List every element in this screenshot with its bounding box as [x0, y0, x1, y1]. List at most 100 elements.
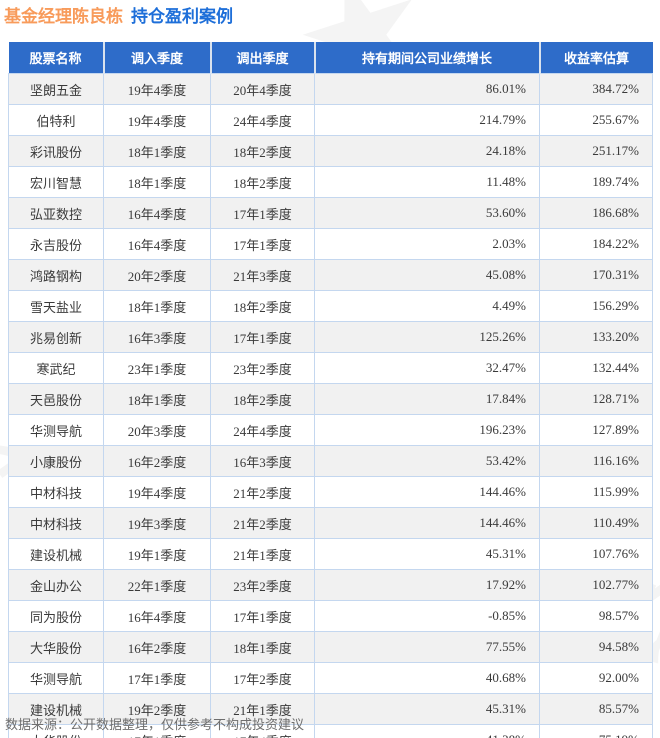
stock-name-cell: 华测导航	[8, 414, 104, 446]
quarter-in-cell: 19年1季度	[103, 538, 211, 570]
return-cell: 102.77%	[539, 569, 653, 601]
growth-cell: 4.49%	[314, 290, 540, 322]
stock-name-cell: 宏川智慧	[8, 166, 104, 198]
stock-name-cell: 中材科技	[8, 476, 104, 508]
data-source-note: 数据来源：公开数据整理，仅供参考不构成投资建议	[5, 717, 305, 732]
growth-cell: 144.46%	[314, 507, 540, 539]
quarter-in-cell: 16年2季度	[103, 631, 211, 663]
quarter-in-cell: 16年3季度	[103, 321, 211, 353]
stock-name-cell: 永吉股份	[8, 228, 104, 260]
quarter-out-cell: 17年2季度	[210, 662, 315, 694]
growth-cell: 45.08%	[314, 259, 540, 291]
return-cell: 132.44%	[539, 352, 653, 384]
return-cell: 384.72%	[539, 73, 653, 105]
quarter-in-cell: 17年1季度	[103, 662, 211, 694]
col-header-growth: 持有期间公司业绩增长	[314, 42, 541, 74]
growth-cell: 41.38%	[314, 724, 540, 738]
stock-name-cell: 雪天盐业	[8, 290, 104, 322]
quarter-out-cell: 17年1季度	[210, 197, 315, 229]
table-row: 建设机械 19年1季度 21年1季度 45.31% 107.76%	[8, 538, 653, 570]
table-row: 同为股份 16年4季度 17年1季度 -0.85% 98.57%	[8, 600, 653, 632]
quarter-out-cell: 21年3季度	[210, 259, 315, 291]
quarter-out-cell: 17年1季度	[210, 228, 315, 260]
quarter-out-cell: 18年2季度	[210, 166, 315, 198]
table-row: 金山办公 22年1季度 23年2季度 17.92% 102.77%	[8, 569, 653, 601]
table-row: 宏川智慧 18年1季度 18年2季度 11.48% 189.74%	[8, 166, 653, 198]
return-cell: 186.68%	[539, 197, 653, 229]
holdings-profit-table: 股票名称 调入季度 调出季度 持有期间公司业绩增长 收益率估算 坚朗五金 19年4…	[8, 42, 653, 738]
return-cell: 107.76%	[539, 538, 653, 570]
return-cell: 170.31%	[539, 259, 653, 291]
return-cell: 115.99%	[539, 476, 653, 508]
table-row: 雪天盐业 18年1季度 18年2季度 4.49% 156.29%	[8, 290, 653, 322]
quarter-in-cell: 18年1季度	[103, 383, 211, 415]
quarter-in-cell: 18年1季度	[103, 290, 211, 322]
quarter-out-cell: 21年1季度	[210, 538, 315, 570]
table-row: 坚朗五金 19年4季度 20年4季度 86.01% 384.72%	[8, 73, 653, 105]
growth-cell: 17.84%	[314, 383, 540, 415]
col-header-return: 收益率估算	[539, 42, 653, 74]
col-header-quarter-in: 调入季度	[103, 42, 212, 74]
growth-cell: 11.48%	[314, 166, 540, 198]
quarter-out-cell: 20年4季度	[210, 73, 315, 105]
table-row: 大华股份 16年2季度 18年1季度 77.55% 94.58%	[8, 631, 653, 663]
table-row: 中材科技 19年4季度 21年2季度 144.46% 115.99%	[8, 476, 653, 508]
stock-name-cell: 小康股份	[8, 445, 104, 477]
stock-name-cell: 大华股份	[8, 724, 104, 738]
quarter-out-cell: 16年3季度	[210, 445, 315, 477]
growth-cell: 86.01%	[314, 73, 540, 105]
growth-cell: 40.68%	[314, 662, 540, 694]
table-row: 彩讯股份 18年1季度 18年2季度 24.18% 251.17%	[8, 135, 653, 167]
quarter-in-cell: 16年4季度	[103, 228, 211, 260]
quarter-out-cell: 24年4季度	[210, 104, 315, 136]
quarter-in-cell: 16年4季度	[103, 600, 211, 632]
quarter-out-cell: 17年1季度	[210, 321, 315, 353]
stock-name-cell: 华测导航	[8, 662, 104, 694]
title-manager-name: 基金经理陈良栋	[4, 7, 123, 26]
return-cell: 128.71%	[539, 383, 653, 415]
stock-name-cell: 建设机械	[8, 693, 104, 725]
quarter-in-cell: 16年2季度	[103, 445, 211, 477]
stock-name-cell: 伯特利	[8, 104, 104, 136]
table-row: 寒武纪 23年1季度 23年2季度 32.47% 132.44%	[8, 352, 653, 384]
return-cell: 189.74%	[539, 166, 653, 198]
table-header: 股票名称 调入季度 调出季度 持有期间公司业绩增长 收益率估算	[8, 42, 653, 74]
page-title: 基金经理陈良栋 持仓盈利案例	[0, 0, 660, 28]
quarter-out-cell: 24年4季度	[210, 414, 315, 446]
return-cell: 251.17%	[539, 135, 653, 167]
growth-cell: 77.55%	[314, 631, 540, 663]
stock-name-cell: 彩讯股份	[8, 135, 104, 167]
quarter-out-cell: 18年2季度	[210, 290, 315, 322]
return-cell: 127.89%	[539, 414, 653, 446]
growth-cell: 125.26%	[314, 321, 540, 353]
quarter-in-cell: 20年2季度	[103, 259, 211, 291]
table-row: 小康股份 16年2季度 16年3季度 53.42% 116.16%	[8, 445, 653, 477]
growth-cell: 144.46%	[314, 476, 540, 508]
table-header-row: 股票名称 调入季度 调出季度 持有期间公司业绩增长 收益率估算	[8, 42, 653, 74]
stock-name-cell: 弘亚数控	[8, 197, 104, 229]
growth-cell: 2.03%	[314, 228, 540, 260]
growth-cell: -0.85%	[314, 600, 540, 632]
return-cell: 116.16%	[539, 445, 653, 477]
quarter-out-cell: 18年2季度	[210, 135, 315, 167]
stock-name-cell: 兆易创新	[8, 321, 104, 353]
quarter-out-cell: 18年2季度	[210, 383, 315, 415]
table-row: 鸿路钢构 20年2季度 21年3季度 45.08% 170.31%	[8, 259, 653, 291]
quarter-in-cell: 18年1季度	[103, 166, 211, 198]
quarter-out-cell: 21年2季度	[210, 476, 315, 508]
return-cell: 85.57%	[539, 693, 653, 725]
quarter-out-cell: 21年2季度	[210, 507, 315, 539]
return-cell: 255.67%	[539, 104, 653, 136]
growth-cell: 45.31%	[314, 538, 540, 570]
growth-cell: 53.60%	[314, 197, 540, 229]
table-row: 永吉股份 16年4季度 17年1季度 2.03% 184.22%	[8, 228, 653, 260]
quarter-in-cell: 16年4季度	[103, 197, 211, 229]
quarter-out-cell: 23年2季度	[210, 352, 315, 384]
title-subject: 持仓盈利案例	[131, 7, 233, 26]
table-row: 华测导航 20年3季度 24年4季度 196.23% 127.89%	[8, 414, 653, 446]
return-cell: 133.20%	[539, 321, 653, 353]
table-row: 华测导航 17年1季度 17年2季度 40.68% 92.00%	[8, 662, 653, 694]
table-row: 伯特利 19年4季度 24年4季度 214.79% 255.67%	[8, 104, 653, 136]
quarter-in-cell: 20年3季度	[103, 414, 211, 446]
growth-cell: 196.23%	[314, 414, 540, 446]
